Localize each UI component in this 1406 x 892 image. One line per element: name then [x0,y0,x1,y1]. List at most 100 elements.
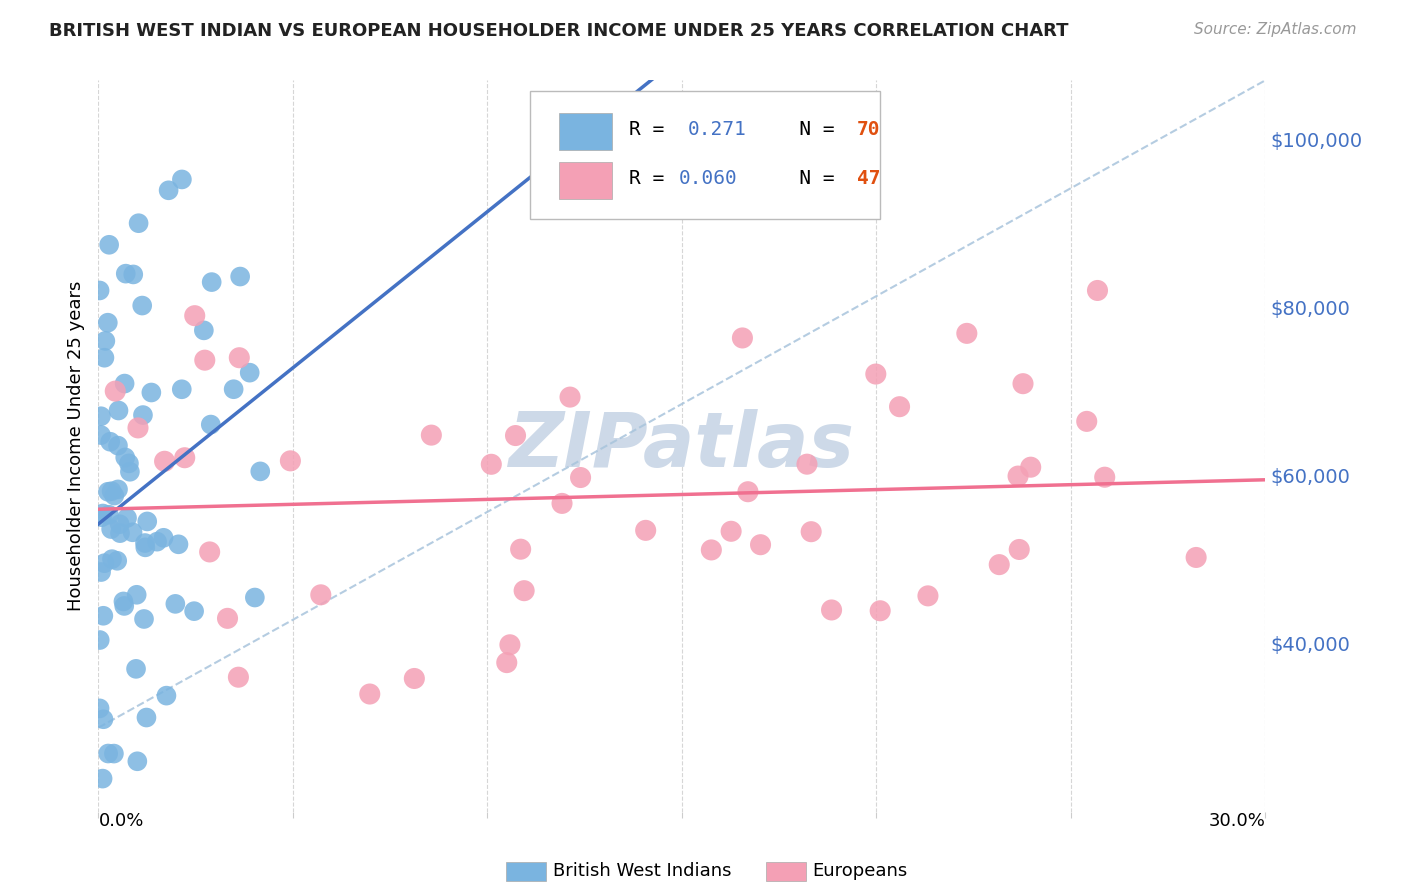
Point [1008,542,1031,557]
Text: R =: R = [630,120,688,139]
Point [193,323,215,337]
Point [132,612,155,626]
Point [153,454,176,468]
Point [201,275,224,289]
Point [737,484,759,499]
Point [136,515,159,529]
Point [91,772,114,786]
Point [720,524,742,539]
Point [200,417,222,432]
Point [173,450,195,465]
Point [115,511,138,525]
Point [118,456,141,470]
Point [1076,414,1098,428]
Point [127,421,149,435]
Point [509,542,531,557]
Point [155,689,177,703]
Point [229,269,252,284]
Point [132,408,155,422]
FancyBboxPatch shape [530,91,880,219]
Text: N =: N = [763,169,846,188]
Point [183,604,205,618]
Point [917,589,939,603]
Bar [560,113,612,150]
Point [558,390,581,404]
Point [167,537,190,551]
Text: 0.0%: 0.0% [98,812,143,830]
Point [128,216,150,230]
Point [100,522,122,536]
Point [93,556,115,570]
Point [131,299,153,313]
Point [107,439,129,453]
Text: BRITISH WEST INDIAN VS EUROPEAN HOUSEHOLDER INCOME UNDER 25 YEARS CORRELATION CH: BRITISH WEST INDIAN VS EUROPEAN HOUSEHOL… [49,22,1069,40]
Text: 0.271: 0.271 [688,120,747,139]
Point [152,531,174,545]
Point [1019,460,1042,475]
Point [820,603,842,617]
Point [243,591,266,605]
Point [127,754,149,768]
Bar [560,162,612,199]
Point [157,183,180,197]
Point [499,638,522,652]
Point [634,524,657,538]
Point [420,428,443,442]
Point [865,367,887,381]
Point [97,484,120,499]
Point [249,464,271,478]
Point [513,583,536,598]
Point [104,384,127,398]
Point [94,334,117,348]
Point [280,454,302,468]
Point [134,541,156,555]
Point [505,428,527,442]
Point [112,599,135,613]
Point [165,597,187,611]
Point [89,284,111,298]
Point [479,457,502,471]
Text: ZIPatlas: ZIPatlas [509,409,855,483]
Point [141,385,163,400]
Point [98,434,121,449]
Point [170,382,193,396]
Text: 0.060: 0.060 [679,169,737,188]
Point [100,484,122,499]
Point [91,507,114,521]
Point [1012,376,1035,391]
Point [194,353,217,368]
Point [988,558,1011,572]
Point [309,588,332,602]
Point [198,545,221,559]
Point [121,525,143,540]
Point [731,331,754,345]
Point [90,565,112,579]
Point [91,608,114,623]
Point [1087,284,1109,298]
Text: Source: ZipAtlas.com: Source: ZipAtlas.com [1194,22,1357,37]
Point [404,672,426,686]
Point [97,747,120,761]
Point [146,534,169,549]
Point [101,552,124,566]
Point [134,536,156,550]
Point [103,747,125,761]
Point [889,400,911,414]
Point [89,633,111,648]
Point [1185,550,1208,565]
Point [122,268,145,282]
Text: 70: 70 [858,120,880,139]
Point [359,687,381,701]
Point [228,670,250,684]
Point [239,366,262,380]
Point [90,510,112,524]
Point [112,594,135,608]
Point [796,457,818,471]
Point [89,701,111,715]
Point [135,710,157,724]
Point [103,489,125,503]
Text: 47: 47 [858,169,880,188]
Point [107,403,129,417]
Point [956,326,979,341]
Point [800,524,823,539]
